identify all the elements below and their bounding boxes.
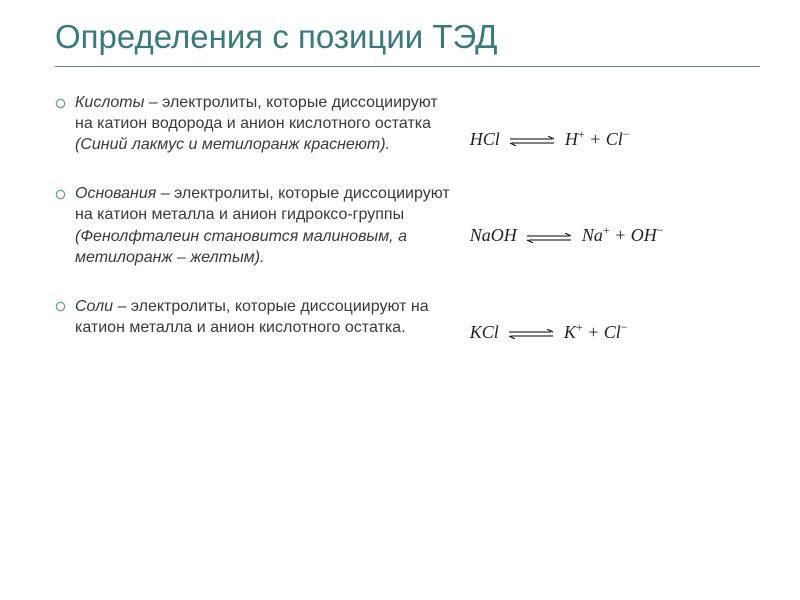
term: Основания: [75, 185, 156, 202]
lhs: NaOH: [470, 225, 517, 245]
bullet-item: Основания – электролиты, которые диссоци…: [55, 183, 450, 267]
r1: K: [564, 322, 576, 342]
equilibrium-arrow-icon: [507, 323, 555, 344]
equation-naoh: NaOH Na+ + OH−: [470, 223, 760, 247]
sup: +: [576, 320, 583, 334]
r1: H: [565, 129, 578, 149]
bullet-item: Соли – электролиты, которые диссоциируют…: [55, 296, 450, 338]
note: (Синий лакмус и метилоранж краснеют).: [75, 136, 390, 153]
title-wrap: Определения с позиции ТЭД: [55, 18, 760, 67]
term: Соли: [75, 298, 113, 315]
bullet-icon: [55, 299, 75, 315]
slide: Определения с позиции ТЭД Кислоты – элек…: [0, 0, 800, 600]
term: Кислоты: [75, 94, 144, 111]
plus: +: [589, 129, 606, 149]
bullet-text: Кислоты – электролиты, которые диссоциир…: [75, 92, 450, 155]
r1: Na: [582, 225, 603, 245]
lhs: KCl: [470, 322, 499, 342]
equilibrium-arrow-icon: [508, 130, 556, 151]
sup: +: [603, 223, 610, 237]
note: (Фенолфталеин становится малиновым, а ме…: [75, 228, 407, 266]
equilibrium-arrow-icon: [525, 227, 573, 248]
sup: +: [578, 127, 585, 141]
sup: −: [621, 320, 628, 334]
plus: +: [614, 225, 631, 245]
bullet-text: Основания – электролиты, которые диссоци…: [75, 183, 450, 267]
equation-kcl: KCl K+ + Cl−: [470, 320, 760, 344]
body: – электролиты, которые диссоциируют на к…: [75, 298, 429, 336]
lhs: HCl: [470, 129, 500, 149]
bullet-item: Кислоты – электролиты, которые диссоциир…: [55, 92, 450, 155]
equation-hcl: HCl H+ + Cl−: [470, 127, 760, 151]
r2: Cl: [604, 322, 621, 342]
sup: −: [623, 127, 630, 141]
content-area: Кислоты – электролиты, которые диссоциир…: [55, 92, 760, 366]
bullet-icon: [55, 186, 75, 202]
slide-title: Определения с позиции ТЭД: [55, 18, 760, 56]
r2: Cl: [606, 129, 623, 149]
bullet-icon: [55, 95, 75, 111]
sup: −: [657, 223, 664, 237]
plus: +: [587, 322, 604, 342]
bullet-text: Соли – электролиты, которые диссоциируют…: [75, 296, 450, 338]
r2: OH: [631, 225, 657, 245]
equation-column: HCl H+ + Cl− NaOH Na+ + OH− KCl K+ + Cl−: [470, 92, 760, 366]
bullet-list: Кислоты – электролиты, которые диссоциир…: [55, 92, 450, 366]
